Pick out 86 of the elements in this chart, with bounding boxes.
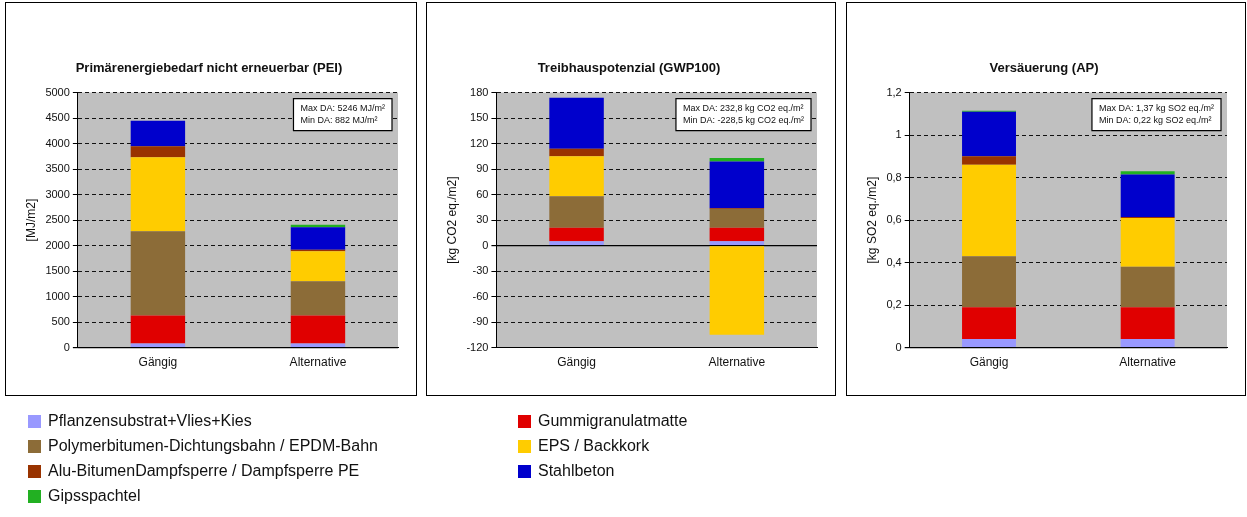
y-axis-title: [MJ/m2] — [23, 198, 38, 242]
y-tick-label: 2000 — [45, 238, 70, 251]
x-tick-label: Gängig — [138, 355, 178, 370]
y-tick-label: -90 — [472, 315, 489, 328]
y-tick-label: 500 — [51, 315, 70, 328]
bar — [290, 227, 346, 250]
annotation: Min DA: 882 MJ/m² — [300, 114, 378, 125]
x-tick-label: Alternative — [708, 355, 766, 370]
chart-title: Primärenergiebedarf nicht erneuerbar (PEI) — [75, 60, 343, 76]
bar — [962, 111, 1016, 157]
y-tick-label: 0 — [63, 340, 70, 353]
y-tick-label: 180 — [470, 85, 489, 98]
bar — [709, 246, 765, 335]
y-tick-label: 4000 — [45, 136, 70, 149]
bar — [549, 148, 604, 157]
y-tick-label: 0 — [482, 238, 489, 251]
bar — [1120, 339, 1175, 347]
y-tick-label: 1 — [895, 128, 902, 141]
legend-label: Alu-BitumenDampfsperre / Dampfsperre PE — [48, 462, 360, 480]
bar — [1120, 266, 1175, 308]
y-tick-label: 90 — [476, 162, 489, 175]
y-tick-label: 1,2 — [886, 85, 902, 98]
bar — [709, 209, 765, 228]
y-tick-label: -120 — [466, 340, 489, 353]
annotation: Min DA: 0,22 kg SO2 eq./m² — [1098, 114, 1212, 125]
chart-title: Versäuerung (AP) — [989, 60, 1099, 76]
bar — [709, 161, 765, 209]
y-tick-label: 0,8 — [886, 170, 902, 183]
bar — [962, 307, 1016, 340]
annotation: Max DA: 232,8 kg CO2 eq./m² — [682, 102, 804, 113]
y-tick-label: 0,6 — [886, 213, 902, 226]
bar — [130, 231, 186, 316]
y-tick-label: 150 — [470, 111, 489, 124]
bar — [962, 164, 1016, 257]
annotation: Max DA: 1,37 kg SO2 eq./m² — [1098, 102, 1214, 113]
legend-label: Gipsspachtel — [48, 487, 141, 505]
bar — [290, 315, 346, 344]
y-tick-label: 4500 — [45, 111, 70, 124]
y-tick-label: 3000 — [45, 187, 70, 200]
bar — [130, 146, 186, 158]
x-tick-label: Alternative — [289, 355, 347, 370]
bar — [549, 241, 604, 245]
x-tick-label: Gängig — [557, 355, 596, 370]
annotation: Min DA: -228,5 kg CO2 eq./m² — [682, 114, 804, 125]
legend-label: EPS / Backkork — [538, 437, 650, 455]
y-axis-title: [kg SO2 eq./m2] — [864, 176, 879, 264]
y-tick-label: 0,2 — [886, 298, 902, 311]
bar — [709, 241, 765, 245]
legend-label: Polymerbitumen-Dichtungsbahn / EPDM-Bahn — [48, 437, 378, 455]
x-tick-label: Alternative — [1119, 355, 1177, 370]
legend-label: Pflanzensubstrat+Vlies+Kies — [48, 412, 252, 430]
bar — [962, 256, 1016, 308]
y-tick-label: 1000 — [45, 289, 70, 302]
y-tick-label: -30 — [472, 264, 489, 277]
annotation: Max DA: 5246 MJ/m² — [300, 102, 386, 113]
bar — [290, 251, 346, 282]
bar — [549, 97, 604, 149]
chart-title: Treibhauspotenzial (GWP100) — [537, 60, 721, 76]
bar — [962, 156, 1016, 165]
y-tick-label: 5000 — [45, 85, 70, 98]
y-tick-label: 3500 — [45, 162, 70, 175]
bar — [1120, 174, 1175, 217]
bar — [549, 196, 604, 228]
y-tick-label: 0,4 — [886, 255, 902, 268]
bar — [290, 281, 346, 316]
legend-label: Gummigranulatmatte — [538, 412, 688, 430]
legend-label: Stahlbeton — [538, 462, 615, 480]
bar — [549, 227, 604, 242]
y-tick-label: 2500 — [45, 213, 70, 226]
bar — [130, 157, 186, 232]
bar — [709, 227, 765, 242]
bar — [1120, 307, 1175, 340]
y-tick-label: -60 — [472, 289, 489, 302]
y-axis-title: [kg CO2 eq./m2] — [444, 176, 459, 264]
bar — [1120, 217, 1175, 267]
y-tick-label: 1500 — [45, 264, 70, 277]
bar — [962, 339, 1016, 347]
y-tick-label: 0 — [895, 340, 902, 353]
bar — [130, 315, 186, 344]
bar — [549, 156, 604, 197]
y-tick-label: 30 — [476, 213, 489, 226]
y-tick-label: 60 — [476, 187, 489, 200]
bar — [130, 120, 186, 147]
y-tick-label: 120 — [470, 136, 489, 149]
bar — [1120, 171, 1175, 175]
x-tick-label: Gängig — [969, 355, 1009, 370]
